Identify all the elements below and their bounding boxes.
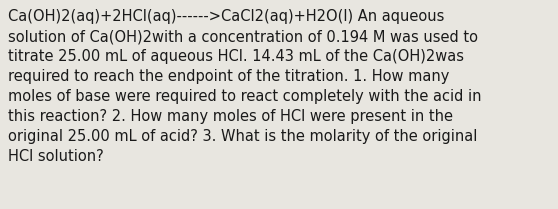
Text: Ca(OH)2(aq)+2HCl(aq)------>CaCl2(aq)+H2O(l) An aqueous
solution of Ca(OH)2with a: Ca(OH)2(aq)+2HCl(aq)------>CaCl2(aq)+H2O…	[8, 9, 482, 164]
